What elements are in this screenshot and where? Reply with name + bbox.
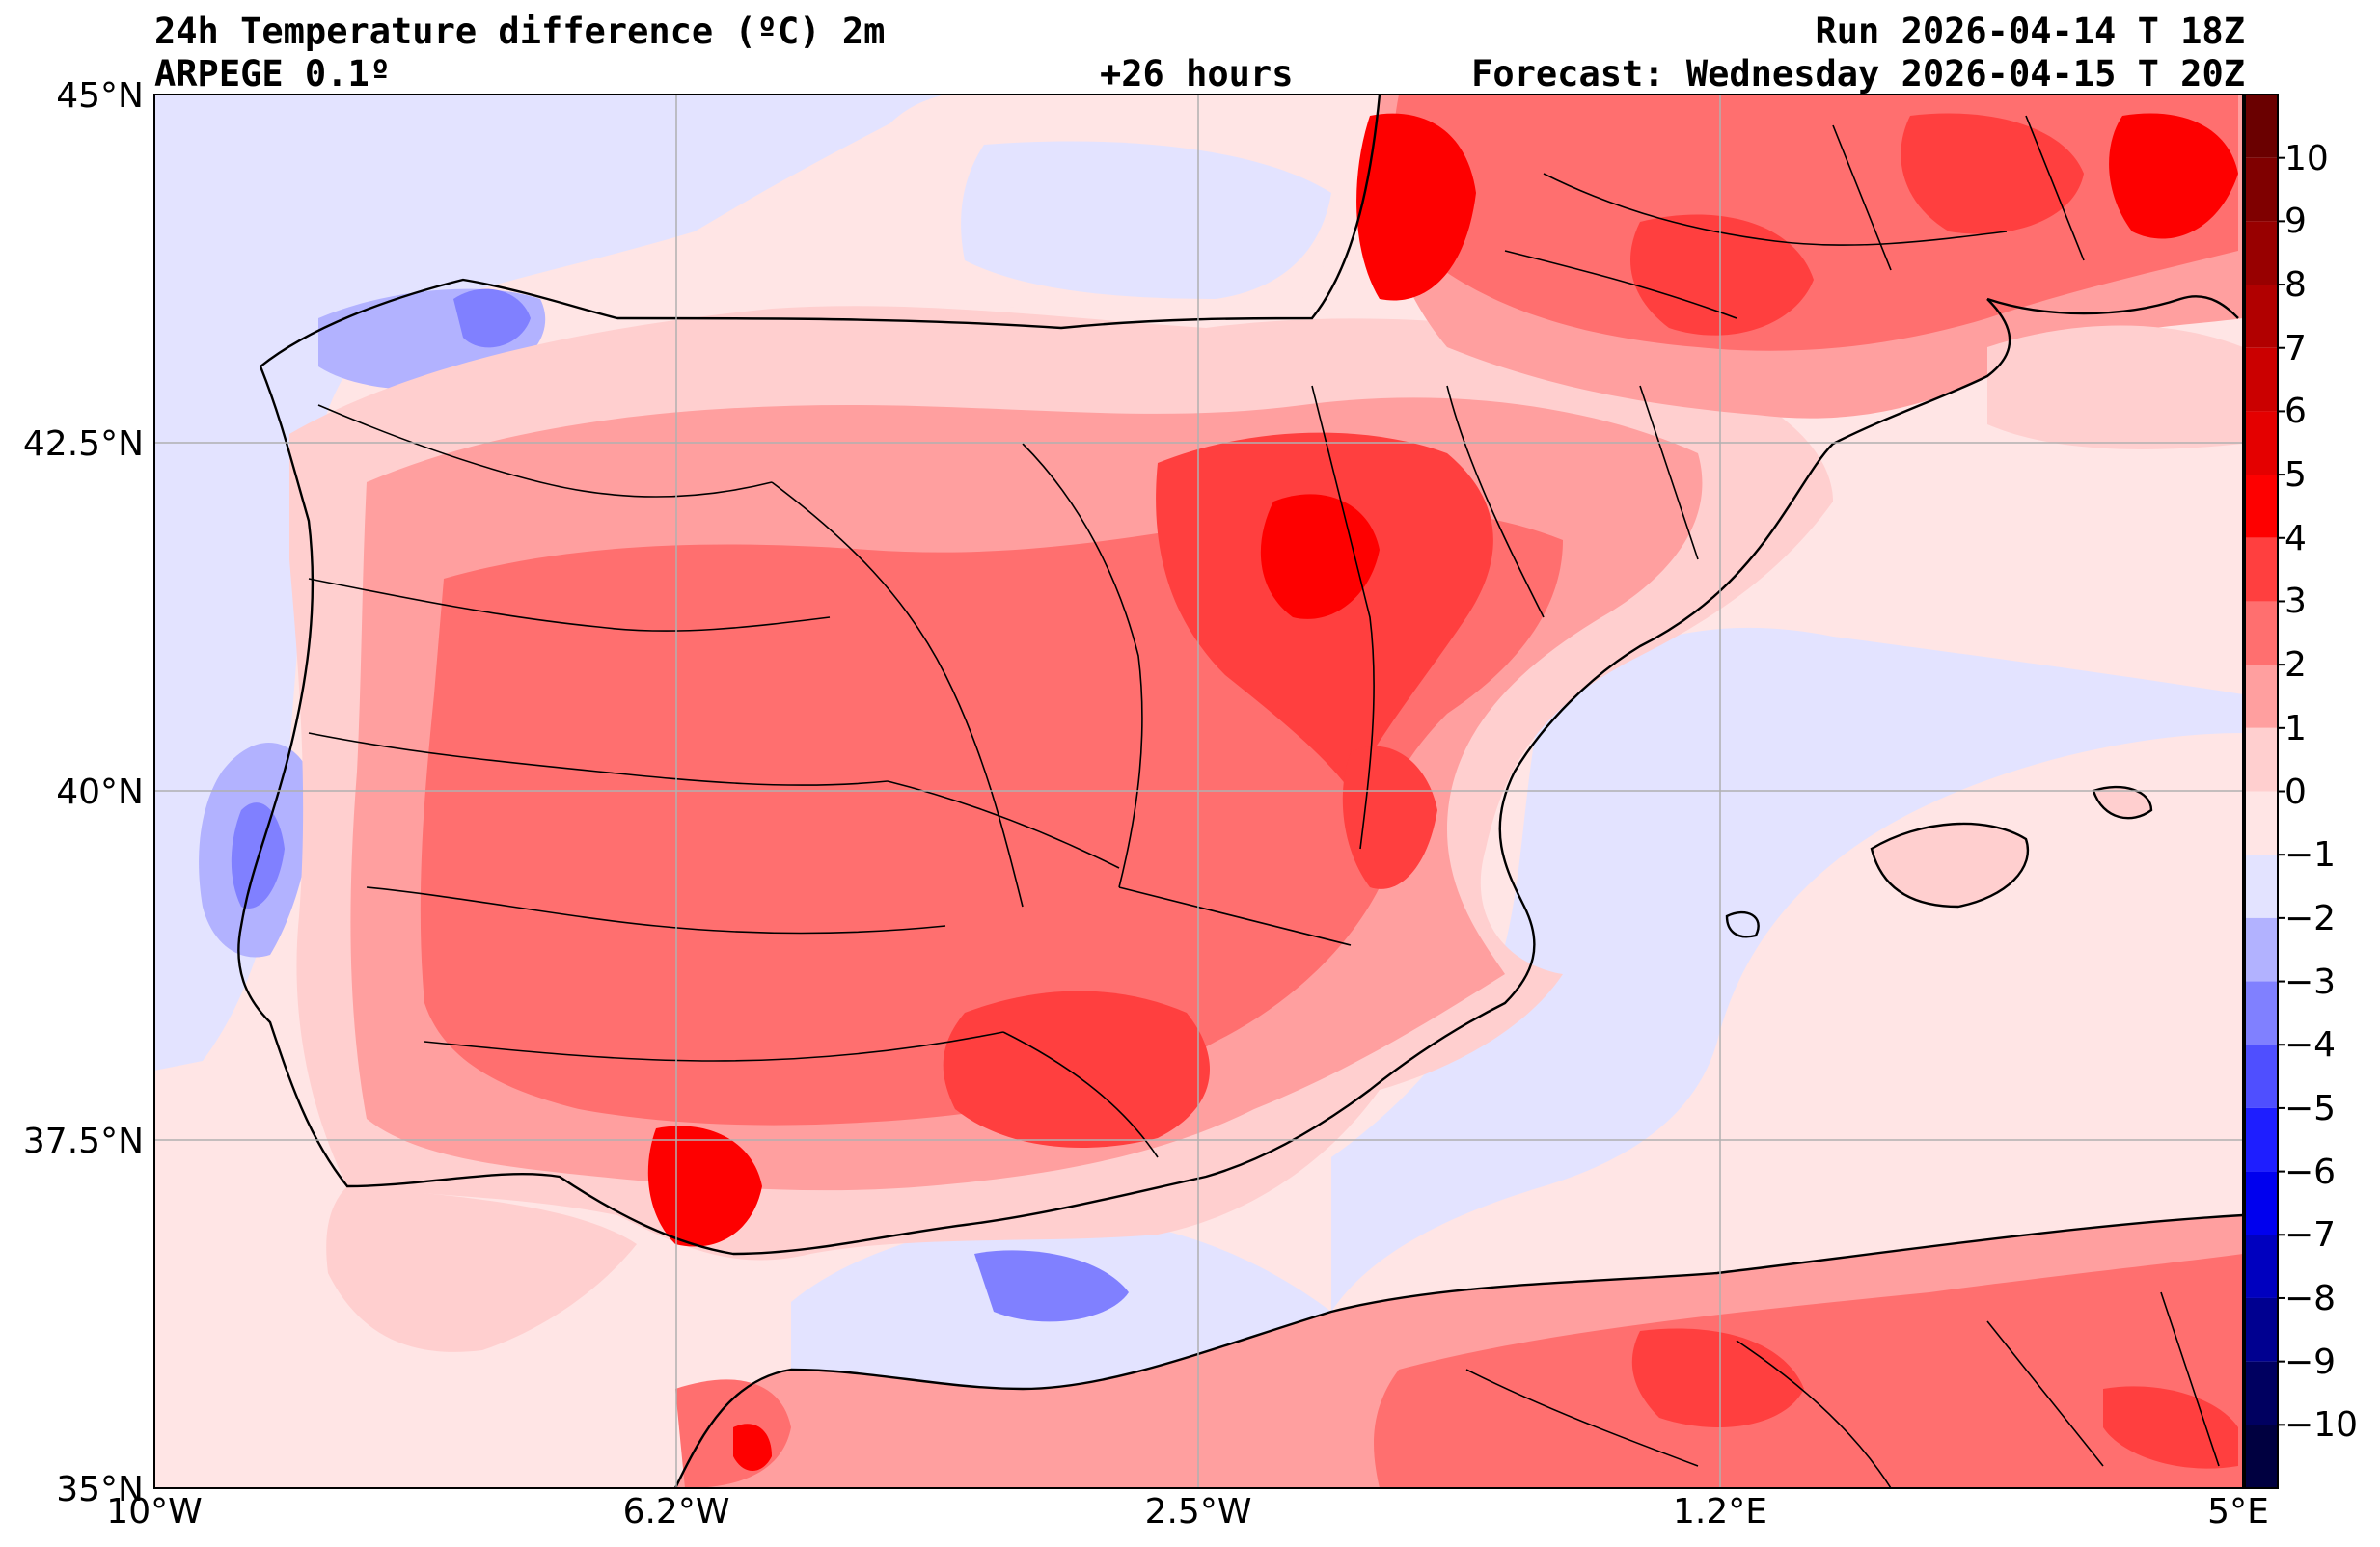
colorbar-band <box>2245 855 2278 918</box>
colorbar-label: 5 <box>2284 455 2307 496</box>
colorbar-band <box>2245 221 2278 285</box>
colorbar-band <box>2245 285 2278 348</box>
colorbar-band <box>2245 601 2278 665</box>
mallorca-field <box>1872 823 2028 907</box>
map-frame <box>153 94 2244 1489</box>
coastlines <box>237 95 2243 1488</box>
colorbar-frame <box>2244 94 2279 1489</box>
colorbar-band <box>2245 1171 2278 1235</box>
colorbar-band <box>2245 95 2278 158</box>
colorbar-label: 7 <box>2284 328 2307 368</box>
colorbar-label: −4 <box>2284 1025 2337 1066</box>
lat-tick-45: 45°N <box>56 76 144 116</box>
lat-tick-37.5: 37.5°N <box>22 1122 144 1161</box>
colorbar-band <box>2245 1045 2278 1108</box>
model-name: ARPEGE 0.1º <box>154 53 392 95</box>
colorbar-band <box>2245 727 2278 792</box>
colorbar-band <box>2245 791 2278 855</box>
admin-borders <box>308 115 2220 1488</box>
colorbar-label: −9 <box>2284 1342 2337 1382</box>
colorbar-band <box>2245 475 2278 538</box>
colorbar-label: 1 <box>2284 708 2307 748</box>
lon-tick-6.2w: 6.2°W <box>622 1492 730 1532</box>
colorbar-label: −5 <box>2284 1088 2337 1128</box>
lon-tick-1.2e: 1.2°E <box>1673 1492 1767 1532</box>
lat-tick-40: 40°N <box>56 773 144 812</box>
colorbar-band <box>2245 1107 2278 1172</box>
lat-tick-42.5: 42.5°N <box>22 424 144 464</box>
lat-tick-35: 35°N <box>56 1470 144 1509</box>
run-time: Run 2026-04-14 T 18Z <box>1815 11 2245 52</box>
colorbar-band <box>2245 537 2278 602</box>
colorbar-band <box>2245 917 2278 982</box>
colorbar-band <box>2245 665 2278 728</box>
colorbar <box>2245 95 2285 1488</box>
colorbar-label: 6 <box>2284 392 2307 432</box>
andalusia-hot-zone <box>943 991 1210 1148</box>
lon-tick-10w: 10°W <box>106 1492 203 1532</box>
colorbar-label: −10 <box>2284 1405 2358 1446</box>
colorbar-band <box>2245 411 2278 475</box>
colorbar-label: 9 <box>2284 202 2307 242</box>
colorbar-label: −7 <box>2284 1215 2337 1256</box>
colorbar-band <box>2245 1361 2278 1425</box>
colorbar-label: −3 <box>2284 962 2337 1002</box>
colorbar-label: 0 <box>2284 772 2307 812</box>
colorbar-band <box>2245 1297 2278 1362</box>
colorbar-band <box>2245 1235 2278 1298</box>
lon-tick-2.5w: 2.5°W <box>1144 1492 1252 1532</box>
alboran-cold-spot <box>974 1250 1129 1322</box>
gridlines <box>154 95 2243 1488</box>
colorbar-label: 3 <box>2284 582 2307 622</box>
colorbar-label: −8 <box>2284 1278 2337 1318</box>
map-title: 24h Temperature difference (ºC) 2m <box>154 11 886 52</box>
lon-tick-5e: 5°E <box>2207 1492 2269 1532</box>
colorbar-band <box>2245 347 2278 412</box>
colorbar-label: 10 <box>2284 138 2329 178</box>
colorbar-label: 2 <box>2284 645 2307 686</box>
colorbar-label: −1 <box>2284 835 2337 876</box>
colorbar-label: −2 <box>2284 898 2337 938</box>
colorbar-label: −6 <box>2284 1152 2337 1192</box>
colorbar-label: 8 <box>2284 265 2307 306</box>
colorbar-band <box>2245 1425 2278 1488</box>
forecast-time: Forecast: Wednesday 2026-04-15 T 20Z <box>1471 53 2245 95</box>
colorbar-band <box>2245 981 2278 1045</box>
lead-time: +26 hours <box>1100 53 1294 95</box>
temperature-field <box>154 95 2243 1488</box>
colorbar-band <box>2245 157 2278 222</box>
colorbar-label: 4 <box>2284 518 2307 558</box>
